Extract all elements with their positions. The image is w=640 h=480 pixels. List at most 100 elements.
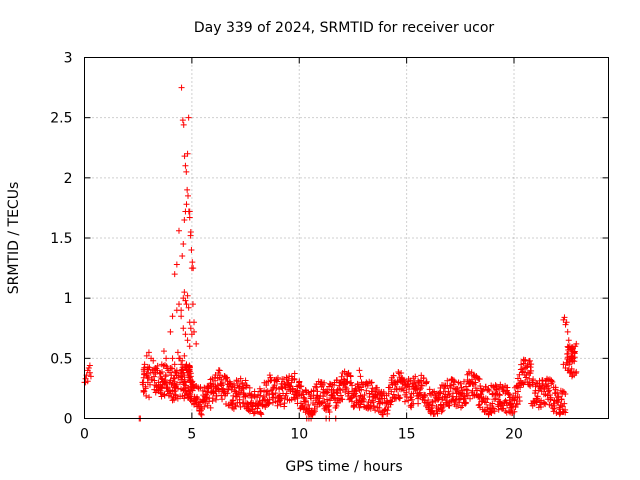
data-point — [463, 390, 470, 397]
data-point — [180, 241, 187, 248]
data-point — [186, 374, 193, 381]
data-point — [269, 391, 276, 398]
data-point — [186, 319, 193, 326]
data-point — [183, 301, 190, 308]
data-point — [312, 383, 319, 390]
data-point — [444, 391, 451, 398]
y-tick-label: 1 — [64, 291, 73, 307]
data-point — [450, 381, 457, 388]
data-point — [159, 376, 166, 383]
plot-frame — [84, 57, 609, 419]
data-point — [163, 355, 170, 362]
data-point — [299, 388, 306, 395]
data-point — [542, 401, 549, 408]
data-point — [566, 346, 573, 353]
data-point — [197, 384, 204, 391]
data-point — [405, 397, 412, 404]
data-point — [309, 410, 316, 417]
data-point — [175, 301, 182, 308]
data-point — [294, 387, 301, 394]
data-point — [358, 386, 365, 393]
data-point — [147, 369, 154, 376]
data-point — [326, 409, 333, 416]
data-point — [197, 399, 204, 406]
data-point — [291, 375, 298, 382]
data-point — [235, 378, 242, 385]
data-point — [140, 374, 147, 381]
data-point — [391, 394, 398, 401]
data-point — [514, 388, 521, 395]
data-point — [225, 385, 232, 392]
data-point — [167, 377, 174, 384]
data-point — [168, 372, 175, 379]
data-point — [181, 378, 188, 385]
data-point — [456, 399, 463, 406]
data-point — [217, 372, 224, 379]
data-point — [153, 387, 160, 394]
data-point — [436, 389, 443, 396]
data-point — [401, 377, 408, 384]
data-point — [146, 394, 153, 401]
data-point — [339, 396, 346, 403]
data-point — [169, 355, 176, 362]
data-point — [218, 376, 225, 383]
data-point — [187, 383, 194, 390]
data-point — [543, 375, 550, 382]
data-point — [367, 405, 374, 412]
data-point — [511, 408, 518, 415]
data-point — [188, 247, 195, 254]
data-point — [408, 396, 415, 403]
data-point — [472, 379, 479, 386]
data-point — [412, 373, 419, 380]
data-point — [189, 259, 196, 266]
data-point — [167, 328, 174, 335]
y-axis-label: SRMTID / TECUs — [6, 182, 22, 295]
data-point — [265, 400, 272, 407]
data-point — [249, 406, 256, 413]
data-point — [444, 377, 451, 384]
data-point — [311, 408, 318, 415]
data-point — [141, 388, 148, 395]
data-point — [257, 410, 264, 417]
data-point — [442, 397, 449, 404]
data-point — [549, 378, 556, 385]
data-point — [255, 402, 262, 409]
data-point — [547, 396, 554, 403]
data-point — [269, 399, 276, 406]
data-point — [193, 340, 200, 347]
data-point — [205, 384, 212, 391]
data-point — [539, 377, 546, 384]
data-point — [263, 392, 270, 399]
data-point — [300, 394, 307, 401]
data-point — [428, 407, 435, 414]
data-point — [86, 362, 93, 369]
data-point — [227, 381, 234, 388]
data-point — [201, 403, 208, 410]
data-point — [274, 378, 281, 385]
data-point — [165, 388, 172, 395]
data-point — [439, 396, 446, 403]
data-point — [434, 410, 441, 417]
data-point — [273, 384, 280, 391]
data-point — [187, 377, 194, 384]
data-point — [388, 398, 395, 405]
data-point — [536, 377, 543, 384]
data-point — [484, 396, 491, 403]
data-point — [418, 382, 425, 389]
data-point — [562, 409, 569, 416]
data-point — [179, 117, 186, 124]
data-point — [187, 232, 194, 239]
data-point — [281, 400, 288, 407]
data-point — [534, 393, 541, 400]
data-point — [567, 369, 574, 376]
data-point — [160, 348, 167, 355]
data-point — [183, 168, 190, 175]
data-point — [384, 407, 391, 414]
data-point — [560, 361, 567, 368]
data-point — [86, 369, 93, 376]
data-point — [333, 402, 340, 409]
y-tick-label: 0 — [64, 412, 73, 428]
data-point — [573, 340, 580, 347]
data-point — [398, 370, 405, 377]
